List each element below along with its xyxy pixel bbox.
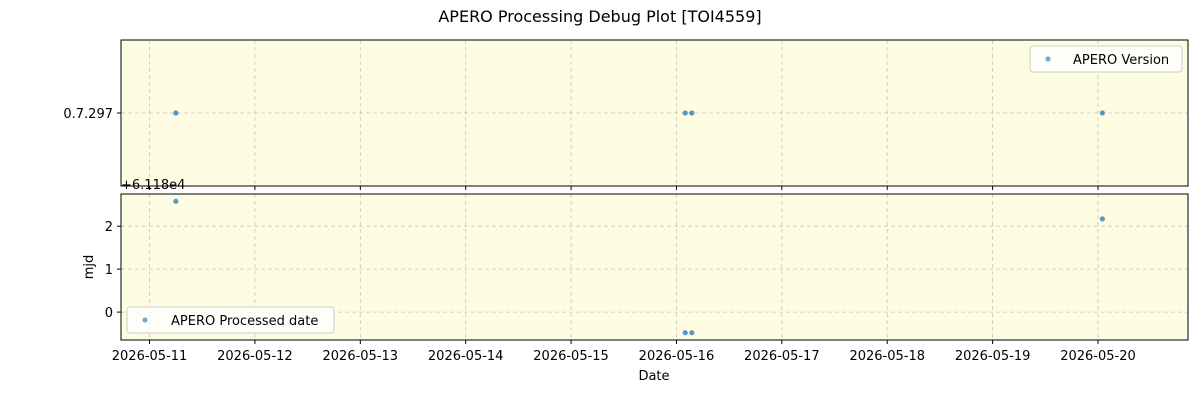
panel-top-grid [121, 40, 1188, 186]
legend-bottom-marker [142, 317, 148, 323]
x-axis-label: Date [638, 369, 669, 384]
y-tick-label-bottom-2: 2 [105, 220, 113, 235]
x-tick-label-4: 2026-05-15 [533, 349, 609, 364]
x-tick-label-7: 2026-05-18 [849, 349, 925, 364]
data-point-bottom-2 [689, 330, 695, 336]
x-tick-label-8: 2026-05-19 [955, 349, 1031, 364]
legend-bottom-label: APERO Processed date [171, 314, 318, 329]
x-tick-label-2: 2026-05-13 [323, 349, 399, 364]
y-tick-label-top-0: 0.7.297 [63, 107, 113, 122]
panel-top-yticks: 0.7.297 [63, 107, 121, 122]
data-point-top-3 [1099, 110, 1105, 116]
legend-top-box [1029, 45, 1183, 73]
data-point-top-2 [689, 110, 695, 116]
x-tick-label-0: 2026-05-11 [112, 349, 188, 364]
x-tick-label-5: 2026-05-16 [639, 349, 715, 364]
offset-text: +6.118e4 [121, 178, 185, 193]
legend-bottom: APERO Processed date [126, 306, 335, 334]
x-tick-label-3: 2026-05-14 [428, 349, 504, 364]
x-tick-label-9: 2026-05-20 [1060, 349, 1136, 364]
panel-bottom-frame [120, 193, 1189, 341]
panel-top-points [173, 110, 1105, 116]
data-point-top-1 [682, 110, 688, 116]
data-point-bottom-0 [173, 198, 179, 204]
x-tick-label-6: 2026-05-17 [744, 349, 820, 364]
panel-apero-version: 0.7.297 APERO Version [63, 39, 1189, 190]
legend-top-label: APERO Version [1073, 53, 1169, 68]
x-tick-label-1: 2026-05-12 [217, 349, 293, 364]
y-tick-label-bottom-0: 0 [105, 306, 113, 321]
legend-bottom-box [126, 306, 335, 334]
data-point-bottom-1 [682, 330, 688, 336]
panel-bottom-points [173, 198, 1105, 336]
y-tick-label-bottom-1: 1 [105, 263, 113, 278]
data-point-bottom-3 [1099, 216, 1105, 222]
legend-top-marker [1045, 56, 1051, 62]
panel-processed-date: 012 2026-05-11 2026-05-12 2026-05-13 2026-0… [82, 178, 1189, 384]
figure-title: APERO Processing Debug Plot [TOI4559] [438, 7, 761, 26]
y-axis-label-bottom: mjd [82, 255, 97, 280]
panel-bottom-yticks: 0 1 2 [105, 220, 121, 321]
panel-top-xticks [149, 186, 1099, 190]
data-point-top-0 [173, 110, 179, 116]
panel-bottom-xticks: 2026-05-11 2026-05-12 2026-05-13 2026-05-14… [112, 340, 1136, 364]
legend-top: APERO Version [1029, 45, 1183, 73]
